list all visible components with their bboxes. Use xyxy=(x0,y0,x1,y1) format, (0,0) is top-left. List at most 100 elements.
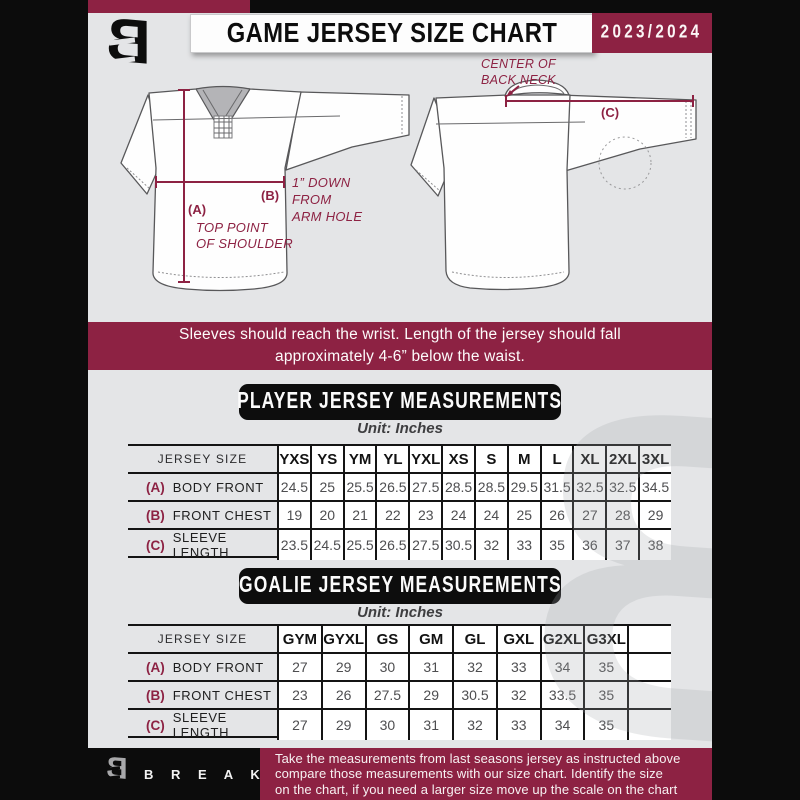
value-cell: 32 xyxy=(452,654,496,680)
table-row: (C) SLEEVE LENGTH 27 29 30 31 32 33 34 35 xyxy=(128,710,671,740)
row-name: SLEEVE LENGTH xyxy=(172,710,230,740)
fit-note-line2: approximately 4-6” below the waist. xyxy=(275,348,525,365)
jersey-size-header: JERSEY SIZE xyxy=(157,452,248,466)
value-cell: 24.5 xyxy=(309,530,343,560)
measurement-caption-b-line1: 1” DOWN xyxy=(292,175,351,190)
measurement-caption-a-line2: OF SHOULDER xyxy=(196,236,293,251)
size-column-header: GM xyxy=(408,626,453,652)
row-label: (B) FRONT CHEST xyxy=(128,682,277,708)
footer-instructions-box: Take the measurements from last seasons … xyxy=(260,748,712,800)
page-title: GAME JERSEY SIZE CHART xyxy=(226,17,558,49)
row-key: (B) xyxy=(146,687,165,703)
player-unit-label: Unit: Inches xyxy=(357,420,443,437)
size-column-header: YL xyxy=(375,446,409,472)
size-column-header: YS xyxy=(309,446,343,472)
value-cell: 28.5 xyxy=(473,474,507,500)
measurement-caption-b-line3: ARM HOLE xyxy=(291,209,362,224)
size-column-header: GYM xyxy=(277,626,321,652)
jersey-back-diagram xyxy=(410,79,697,291)
value-cell xyxy=(627,682,671,708)
jersey-diagrams: (A) TOP POINT OF SHOULDER (B) 1” DOWN FR… xyxy=(120,57,697,292)
jersey-size-header: JERSEY SIZE xyxy=(157,632,248,646)
table-row: (C) SLEEVE LENGTH 23.5 24.5 25.5 26.5 27.5 30.5… xyxy=(128,530,671,560)
row-label: (B) FRONT CHEST xyxy=(128,502,277,528)
footer-instructions-line2: compare those measurements with our size… xyxy=(275,766,664,782)
value-cell: 33 xyxy=(495,654,540,680)
table-header-row: JERSEY SIZE GYM GYXL GS GM GL GXL G2XL G3XL xyxy=(128,626,671,654)
value-cell: 38 xyxy=(638,530,671,560)
value-cell: 31 xyxy=(408,710,453,740)
value-cell: 25.5 xyxy=(342,474,376,500)
value-cell: 20 xyxy=(309,502,343,528)
footer-instructions-line3: on the chart, if you need a larger size … xyxy=(275,781,678,797)
table-header-row: JERSEY SIZE YXS YS YM YL YXL XS S M L XL 2XL 3XL xyxy=(128,446,671,474)
footer-instructions-line1: Take the measurements from last seasons … xyxy=(275,750,681,766)
player-table-banner: PLAYER JERSEY MEASUREMENTS xyxy=(238,384,561,420)
value-cell: 19 xyxy=(277,502,310,528)
fit-note-banner: Sleeves should reach the wrist. Length o… xyxy=(88,322,712,370)
value-cell: 34 xyxy=(539,654,584,680)
measurement-caption-a-line1: TOP POINT xyxy=(196,220,269,235)
measurement-label-a: (A) xyxy=(188,202,206,217)
season-badge: 2023/2024 xyxy=(592,13,712,53)
size-column-header: YXS xyxy=(277,446,310,472)
content-area: B B GAME JERSEY SIZE CHART 2023/2024 xyxy=(88,13,712,748)
row-name: FRONT CHEST xyxy=(172,687,272,703)
back-neck-arrow-icon xyxy=(506,85,520,97)
size-column-header: XS xyxy=(441,446,474,472)
value-cell: 23.5 xyxy=(277,530,310,560)
value-cell: 29 xyxy=(638,502,671,528)
value-cell: 33 xyxy=(495,710,540,740)
value-cell: 25 xyxy=(309,474,343,500)
row-label: (C) SLEEVE LENGTH xyxy=(128,710,277,740)
value-cell: 27.5 xyxy=(408,530,442,560)
top-accent-bar xyxy=(88,0,250,13)
value-cell: 30 xyxy=(364,710,409,740)
value-cell: 30.5 xyxy=(441,530,474,560)
row-name: BODY FRONT xyxy=(172,659,264,675)
value-cell: 32.5 xyxy=(605,474,639,500)
value-cell: 32 xyxy=(495,682,540,708)
value-cell: 27 xyxy=(277,710,321,740)
table-row: (A) BODY FRONT 24.5 25 25.5 26.5 27.5 28.5 28.5 2… xyxy=(128,474,671,502)
value-cell: 37 xyxy=(605,530,639,560)
size-column-header: GXL xyxy=(495,626,540,652)
row-key: (A) xyxy=(146,659,165,675)
value-cell: 27.5 xyxy=(408,474,442,500)
fit-note-line1: Sleeves should reach the wrist. Length o… xyxy=(179,326,621,343)
value-cell: 33.5 xyxy=(539,682,584,708)
value-cell: 35 xyxy=(539,530,573,560)
row-label: (A) BODY FRONT xyxy=(128,474,277,500)
measurement-label-b: (B) xyxy=(261,188,279,203)
value-cell: 24.5 xyxy=(277,474,310,500)
value-cell: 29 xyxy=(320,654,365,680)
goalie-measurements-table: JERSEY SIZE GYM GYXL GS GM GL GXL G2XL G3XL (A) BO… xyxy=(128,624,671,740)
size-column-header: L xyxy=(539,446,573,472)
size-column-header: M xyxy=(506,446,540,472)
size-column-header: XL xyxy=(572,446,606,472)
row-label: (A) BODY FRONT xyxy=(128,654,277,680)
back-neck-caption-line2: BACK NECK xyxy=(481,73,556,87)
size-column-header: YXL xyxy=(408,446,442,472)
measurement-line-a xyxy=(178,89,190,283)
row-key: (A) xyxy=(146,479,165,495)
value-cell xyxy=(627,710,671,740)
goalie-table-banner: GOALIE JERSEY MEASUREMENTS xyxy=(239,568,561,604)
season-label: 2023/2024 xyxy=(601,22,703,43)
value-cell: 35 xyxy=(583,710,628,740)
value-cell: 35 xyxy=(583,654,628,680)
value-cell: 26.5 xyxy=(375,530,409,560)
value-cell: 29.5 xyxy=(506,474,540,500)
value-cell: 31 xyxy=(408,654,453,680)
value-cell: 33 xyxy=(506,530,540,560)
value-cell: 23 xyxy=(408,502,442,528)
table-row: (B) FRONT CHEST 23 26 27.5 29 30.5 32 33.5 35 xyxy=(128,682,671,710)
size-column-header: S xyxy=(473,446,507,472)
value-cell: 28.5 xyxy=(441,474,474,500)
size-column-header: YM xyxy=(342,446,376,472)
value-cell: 22 xyxy=(375,502,409,528)
value-cell: 26 xyxy=(320,682,365,708)
size-column-header: G2XL xyxy=(539,626,584,652)
table-row: (B) FRONT CHEST 19 20 21 22 23 24 24 25 26 27 28 29 xyxy=(128,502,671,530)
